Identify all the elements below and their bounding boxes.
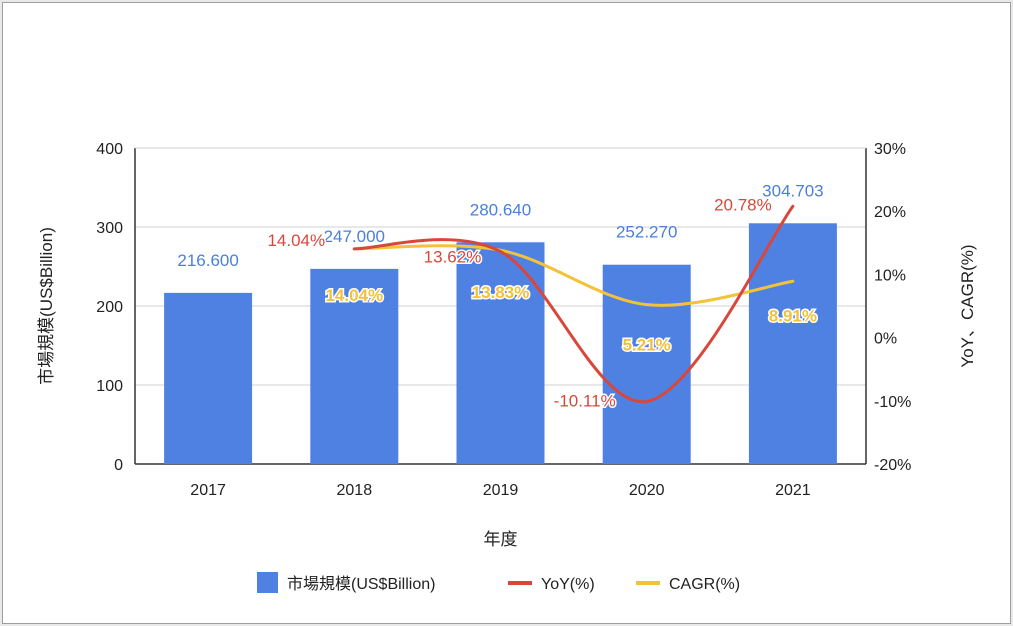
y-axis-title: 市場規模(US$Billion) (37, 227, 56, 385)
cagr-value-label: 13.83% (472, 283, 530, 302)
y2-tick-label: 0% (874, 331, 897, 348)
y2-tick-label: -10% (874, 394, 911, 411)
legend-swatch-bar (257, 572, 278, 593)
y-tick-label: 0 (114, 457, 123, 474)
legend-label-yoy: YoY(%) (541, 576, 595, 593)
bar (602, 264, 691, 464)
bar (456, 242, 545, 464)
legend-label-bar: 市場規模(US$Billion) (287, 575, 435, 593)
x-tick-label: 2020 (629, 482, 665, 499)
bar (164, 292, 253, 464)
yoy-line (352, 204, 795, 404)
bar-value-label: 280.640 (470, 200, 531, 219)
cagr-value-label: 14.04% (325, 286, 383, 305)
x-tick-label: 2019 (483, 482, 519, 499)
cagr-line (352, 244, 795, 307)
yoy-value-label: 14.04% (267, 231, 325, 250)
bar-value-label: 304.703 (762, 181, 823, 200)
y2-axis-title: YoY、CAGR(%) (958, 244, 977, 367)
y-tick-label: 200 (96, 299, 123, 316)
x-tick-label: 2018 (337, 482, 373, 499)
y2-tick-label: -20% (874, 457, 911, 474)
x-tick-label: 2021 (775, 482, 811, 499)
y-tick-label: 400 (96, 141, 123, 158)
bar (310, 268, 399, 464)
yoy-value-label: 13.62% (424, 248, 482, 267)
bar (748, 223, 837, 464)
yoy-value-label: -10.11% (554, 391, 616, 410)
x-axis-title: 年度 (484, 530, 518, 549)
y-tick-label: 300 (96, 220, 123, 237)
yoy-value-label: 20.78% (714, 195, 772, 214)
y2-tick-label: 10% (874, 267, 906, 284)
y-tick-label: 100 (96, 378, 123, 395)
cagr-value-label: 5.21% (623, 336, 671, 355)
legend-label-cagr: CAGR(%) (669, 576, 740, 593)
y2-tick-label: 30% (874, 141, 906, 158)
bar-value-label: 252.270 (616, 223, 677, 242)
bar-value-label: 247.000 (324, 227, 385, 246)
bar-value-label: 216.600 (177, 251, 238, 270)
y2-tick-label: 20% (874, 204, 906, 221)
cagr-value-label: 8.91% (769, 306, 817, 325)
x-tick-label: 2017 (190, 482, 226, 499)
